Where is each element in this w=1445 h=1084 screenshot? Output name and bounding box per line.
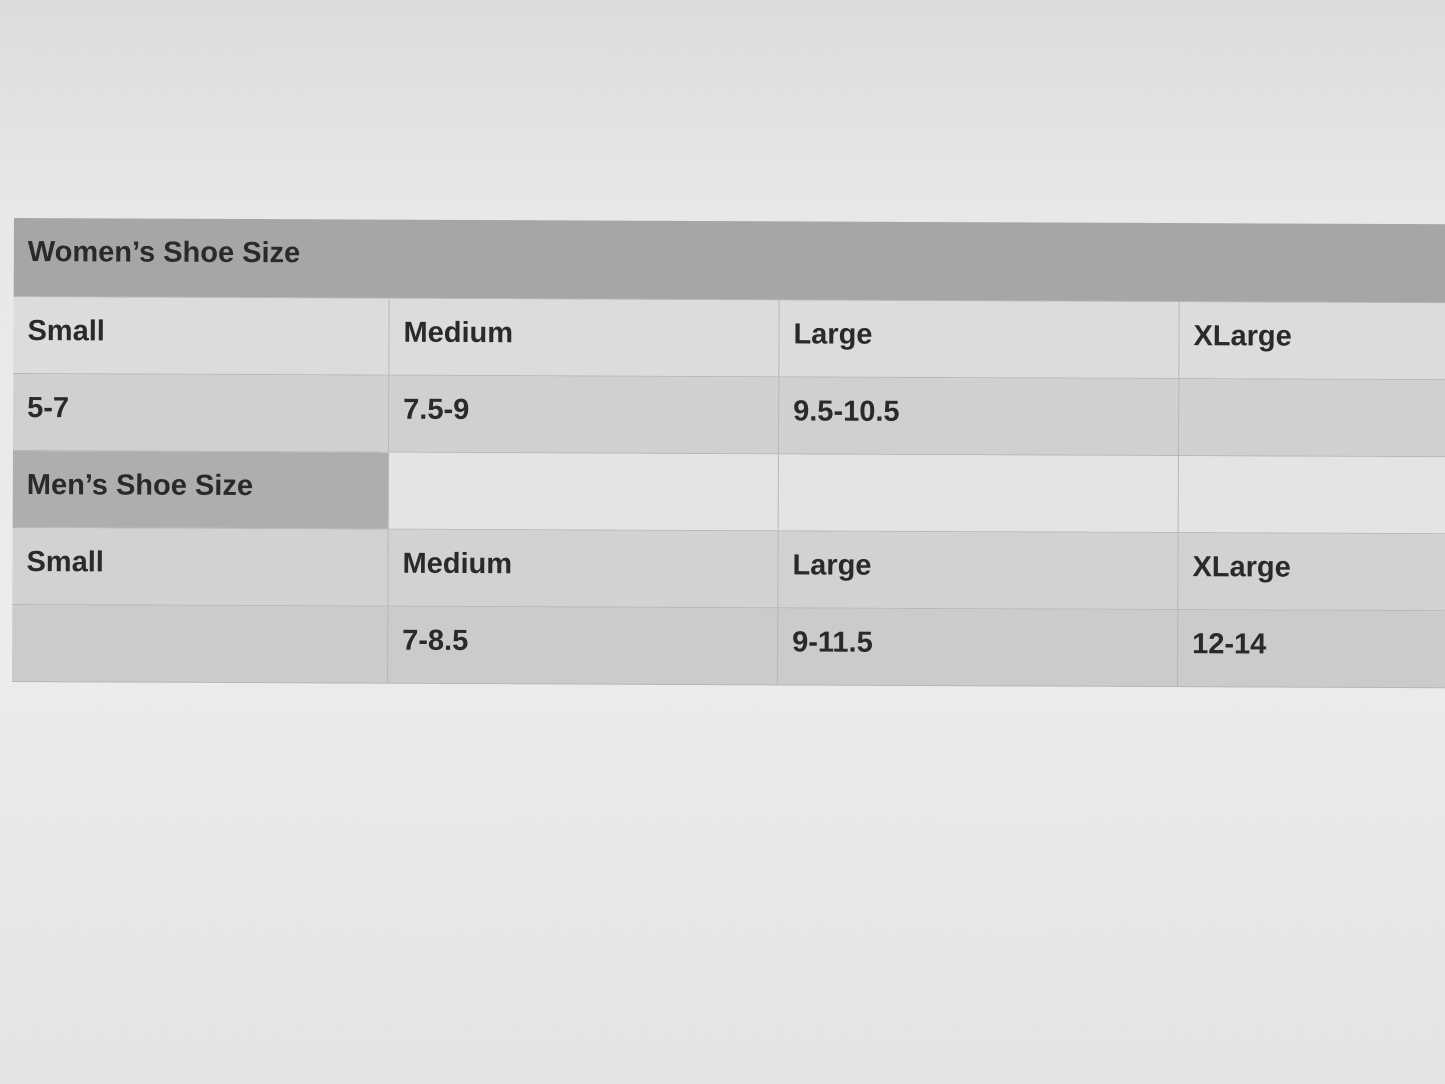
women-header-row: Small Medium Large XLarge <box>13 296 1445 381</box>
header-cell: XLarge <box>1192 551 1291 584</box>
value-cell: 12-14 <box>1192 628 1267 661</box>
value-cell <box>11 604 389 683</box>
value-cell: 5-7 <box>12 373 390 452</box>
header-cell: Small <box>12 527 389 606</box>
value-cell: 9-11.5 <box>777 608 1179 687</box>
women-title-row: Women’s Shoe Size <box>13 218 1445 304</box>
shoe-size-table: Women’s Shoe Size Small Medium Large XLa… <box>11 218 1445 689</box>
value-cell: 7-8.5 <box>387 606 779 685</box>
header-cell: Small <box>13 296 390 375</box>
header-cell: Medium <box>388 529 779 608</box>
men-header-row: Small Medium Large XLarge <box>12 527 1445 612</box>
value-cell: 7.5-9 <box>388 375 780 454</box>
header-cell: Medium <box>389 298 780 377</box>
header-cell: Large <box>779 300 1180 379</box>
women-values-row: 5-7 7.5-9 9.5-10.5 <box>12 373 1445 458</box>
header-cell: XLarge <box>1193 320 1292 353</box>
empty-cell <box>778 454 1179 533</box>
empty-cell <box>388 452 779 531</box>
header-cell: Large <box>778 531 1179 610</box>
empty-cell <box>1179 456 1445 533</box>
value-cell: 9.5-10.5 <box>778 377 1180 456</box>
men-title: Men’s Shoe Size <box>12 450 389 529</box>
men-values-row: 7-8.5 9-11.5 12-14 <box>11 604 1445 689</box>
men-title-row: Men’s Shoe Size <box>12 450 1445 535</box>
women-title: Women’s Shoe Size <box>27 236 301 270</box>
value-cell <box>1179 379 1445 456</box>
